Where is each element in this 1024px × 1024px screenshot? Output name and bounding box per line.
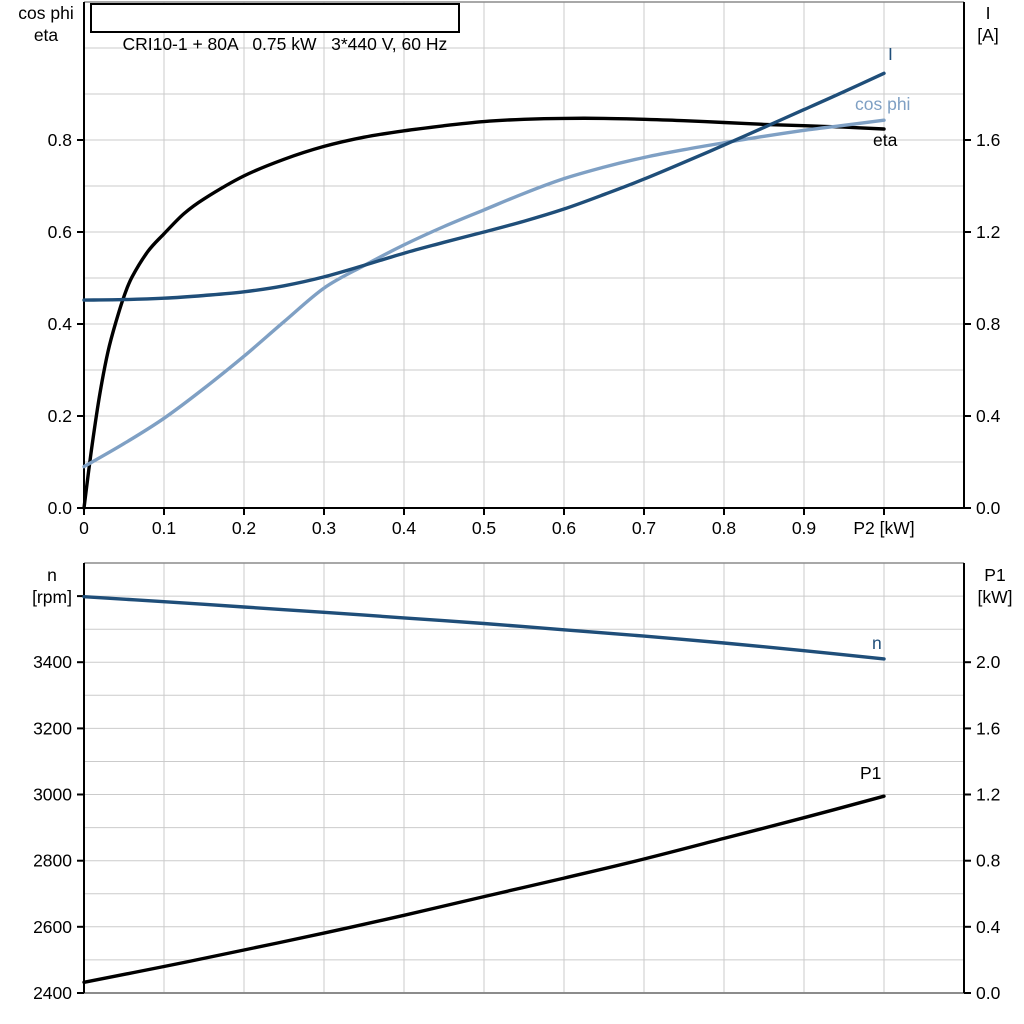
bottom-left-axis-title: n [rpm] (14, 565, 90, 608)
left-tick-label: 3400 (33, 652, 72, 672)
x-tick-label: 0.1 (152, 518, 176, 538)
plot-frame (84, 562, 964, 994)
left-axis-title-line2: eta (33, 24, 59, 45)
input-power-curve-label: P1 (860, 763, 882, 783)
series-curve-cos-phi (82, 118, 886, 469)
left-tick-label: 3000 (33, 785, 72, 805)
series-curve-n (82, 595, 886, 661)
x-tick-label: 0.8 (712, 518, 736, 538)
series-curve-P1 (82, 794, 886, 984)
left-tick-label: 2800 (33, 851, 72, 871)
series-curve-eta (82, 116, 886, 510)
right-axis-title-line2: [A] (977, 24, 999, 45)
left-tick-label: 0.8 (48, 130, 72, 150)
left-tick-label: 3200 (33, 718, 72, 738)
power-axis-title-line2: [kW] (977, 586, 1013, 607)
axes (77, 2, 965, 509)
power-axis-title-line1: P1 (984, 565, 1006, 585)
speed-curve-label: n (872, 633, 882, 653)
series-curve-I (82, 71, 886, 302)
left-tick-label: 0.0 (48, 498, 73, 518)
speed-axis-title-line1: n (47, 565, 57, 585)
right-tick-label: 0.0 (976, 983, 1001, 1003)
left-tick-label: 0.2 (48, 406, 72, 426)
right-tick-label: 1.6 (976, 718, 1000, 738)
left-axis-title-line1: cos phi (18, 3, 74, 23)
chart-title-text: CRI10-1 + 80A 0.75 kW 3*440 V, 60 Hz (122, 34, 448, 54)
right-tick-label: 2.0 (976, 652, 1001, 672)
x-tick-label: 0.9 (792, 518, 816, 538)
speed-axis-title-line2: [rpm] (32, 586, 72, 607)
right-tick-label: 0.4 (976, 917, 1001, 937)
x-tick-label: 0.5 (472, 518, 496, 538)
left-tick-label: 2400 (33, 983, 72, 1003)
x-tick-label: 0 (79, 518, 89, 538)
right-tick-label: 0.8 (976, 851, 1000, 871)
top-right-axis-title: I [A] (960, 3, 1016, 46)
x-tick-label: 0.6 (552, 518, 576, 538)
x-tick-label: 0.4 (392, 518, 417, 538)
speed-power-chart: 2400 2600 2800 3000 3200 3400 0.0 0.4 0.8 1.2 1.6 2… (33, 562, 1001, 1003)
right-axis-title-line1: I (985, 3, 991, 23)
bottom-right-axis-title: P1 [kW] (962, 565, 1024, 608)
right-tick-label: 0.8 (976, 314, 1000, 334)
right-tick-label: 0.0 (976, 498, 1001, 518)
gridlines (84, 2, 964, 508)
chart-title-box: CRI10-1 + 80A 0.75 kW 3*440 V, 60 Hz (90, 3, 461, 54)
right-tick-label: 1.2 (976, 785, 1000, 805)
tick-marks-and-labels: 2400 2600 2800 3000 3200 3400 0.0 0.4 0.8 1.2 1.6 2… (33, 595, 1001, 1003)
x-tick-label: 0.3 (312, 518, 336, 538)
motor-efficiency-chart: 0.0 0.2 0.4 0.6 0.8 0.0 0.4 0.8 1.2 1.6 0 0.1 0.2 0.3… (48, 1, 1001, 538)
current-curve-label: I (888, 44, 893, 64)
left-tick-label: 2600 (33, 917, 72, 937)
axes (83, 563, 965, 993)
right-tick-label: 1.6 (976, 130, 1000, 150)
right-tick-label: 1.2 (976, 222, 1000, 242)
cos-phi-curve-label: cos phi (855, 94, 911, 114)
top-left-axis-title: cos phi eta (8, 3, 84, 46)
tick-marks-and-labels: 0.0 0.2 0.4 0.6 0.8 0.0 0.4 0.8 1.2 1.6 0 0.1 0.2 0.3… (48, 130, 1001, 538)
x-tick-label: 0.7 (632, 518, 656, 538)
left-tick-label: 0.4 (48, 314, 73, 334)
left-tick-label: 0.6 (48, 222, 72, 242)
gridlines (84, 563, 964, 993)
x-tick-label: 0.2 (232, 518, 256, 538)
right-tick-label: 0.4 (976, 406, 1001, 426)
x-tick-label: P2 [kW] (853, 518, 914, 538)
eta-curve-label: eta (873, 130, 898, 150)
